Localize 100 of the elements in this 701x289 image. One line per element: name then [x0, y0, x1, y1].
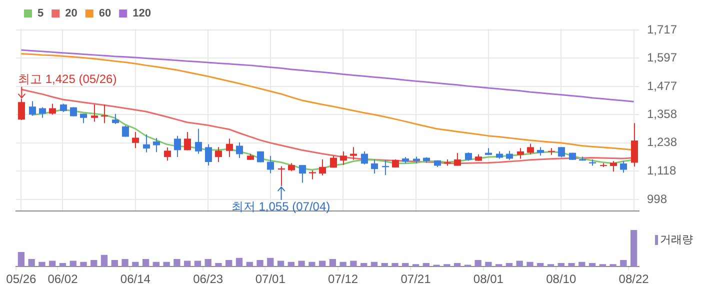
bar	[318, 260, 326, 267]
bar	[256, 260, 264, 267]
candlestick	[340, 150, 347, 166]
candlestick	[91, 104, 98, 122]
y-tick-label: 1,238	[647, 135, 678, 150]
bar	[215, 262, 222, 267]
bar	[226, 260, 232, 267]
candlestick	[361, 150, 368, 165]
bar	[308, 262, 316, 267]
candlestick	[164, 146, 171, 162]
candlestick	[527, 143, 534, 155]
bar	[547, 264, 554, 267]
bar	[49, 260, 56, 267]
candlestick	[319, 158, 326, 176]
bar	[495, 264, 502, 267]
legend-label: 거래량	[660, 234, 693, 246]
candlestick	[49, 103, 56, 116]
bar	[402, 262, 409, 267]
bar	[70, 260, 76, 267]
annotation: 최고 1,425 (05/26)	[18, 72, 117, 86]
bar	[454, 262, 461, 267]
bar	[111, 260, 118, 267]
bar	[298, 260, 305, 267]
candlestick	[184, 132, 191, 151]
x-tick-label: 07/12	[328, 272, 358, 286]
legend-label: 20	[65, 8, 78, 20]
bar	[194, 260, 202, 267]
bar	[526, 262, 534, 267]
bar	[558, 262, 564, 267]
bar	[184, 260, 191, 267]
legend-label: 60	[98, 8, 112, 20]
legend-label: 120	[132, 8, 151, 20]
x-tick-label: 07/01	[255, 272, 286, 286]
candlestick	[330, 155, 337, 168]
bar	[174, 258, 180, 267]
bar	[329, 258, 336, 267]
bar	[620, 260, 627, 267]
candlestick	[215, 146, 222, 162]
candlestick	[350, 146, 357, 160]
x-tick-label: 05/26	[6, 272, 37, 286]
y-tick-label: 1,118	[647, 164, 676, 178]
candlestick	[517, 148, 524, 160]
bar	[340, 262, 346, 267]
bar	[90, 260, 98, 267]
bar	[59, 262, 66, 267]
bar	[267, 258, 274, 267]
candlestick	[80, 113, 87, 124]
bar	[350, 260, 357, 267]
bar	[381, 262, 388, 267]
candlestick	[39, 106, 46, 118]
bar	[152, 262, 160, 267]
x-tick-label: 08/01	[473, 272, 504, 286]
bar	[360, 262, 368, 267]
bar	[610, 264, 616, 267]
candlestick	[195, 128, 202, 154]
bar	[236, 258, 243, 267]
y-tick-label: 1,477	[647, 78, 678, 93]
bar	[132, 262, 139, 267]
bar	[506, 262, 513, 267]
bar	[588, 262, 596, 267]
bar	[204, 258, 212, 267]
bar	[100, 254, 108, 267]
candlestick	[454, 152, 461, 166]
bar	[578, 262, 586, 267]
candlestick	[631, 122, 638, 167]
bar	[516, 260, 523, 267]
candlestick	[610, 160, 617, 172]
x-tick-label: 08/22	[618, 272, 650, 286]
y-tick-label: 1,717	[647, 22, 678, 36]
bar	[246, 262, 253, 267]
x-tick-label: 07/21	[400, 272, 432, 286]
bar	[288, 262, 294, 267]
bar	[630, 230, 638, 267]
bar	[370, 262, 378, 267]
bar	[599, 264, 606, 267]
candlestick	[205, 144, 212, 166]
bar	[163, 262, 170, 267]
candlestick	[112, 113, 119, 125]
bar	[18, 252, 25, 267]
candlestick	[122, 125, 129, 138]
bar	[412, 264, 420, 267]
candlestick	[371, 158, 378, 174]
bar	[537, 262, 544, 267]
candlestick	[143, 134, 150, 153]
candlestick	[620, 160, 627, 174]
candlestick	[174, 135, 181, 158]
legend-label: 5	[38, 8, 44, 20]
bar	[277, 260, 284, 267]
bar	[38, 262, 46, 267]
x-tick-label: 06/23	[193, 272, 224, 286]
bar	[474, 260, 482, 267]
bar	[568, 262, 575, 267]
candlestick	[132, 132, 139, 149]
candlestick	[267, 155, 274, 174]
y-tick-label: 1,597	[647, 50, 678, 65]
candlestick	[29, 100, 36, 116]
candlestick	[236, 142, 243, 158]
candlestick	[558, 146, 565, 158]
bar	[28, 258, 35, 267]
bar	[485, 262, 492, 267]
